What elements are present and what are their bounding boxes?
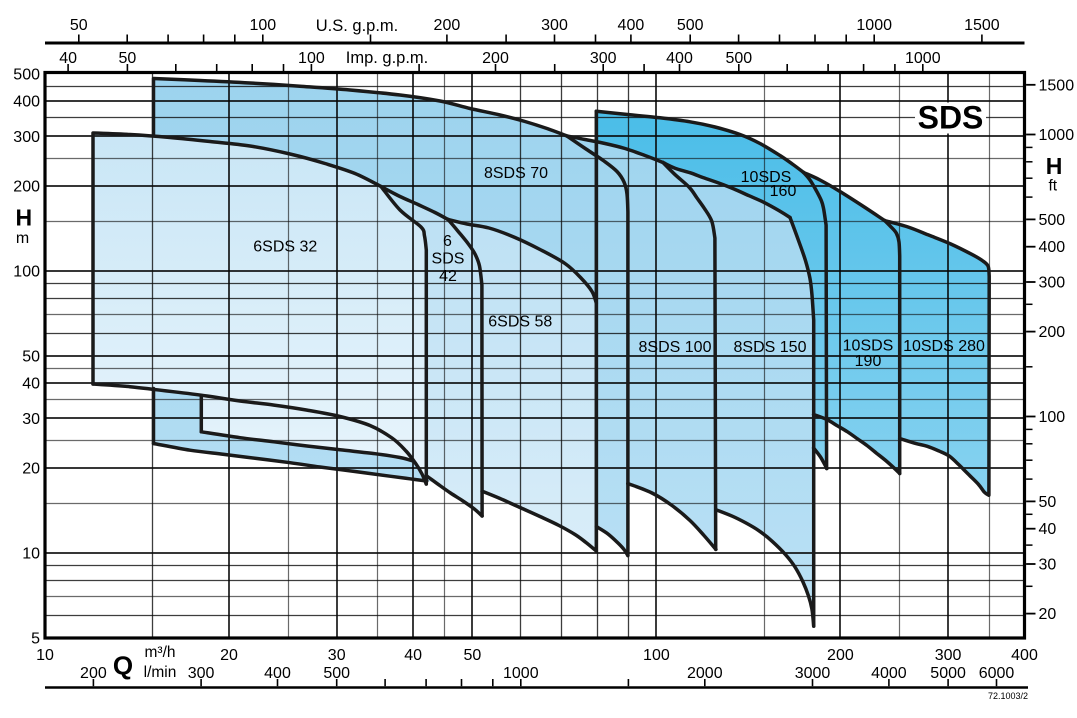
svg-text:8SDS 150: 8SDS 150 xyxy=(734,339,807,356)
svg-text:50: 50 xyxy=(464,647,482,664)
svg-text:400: 400 xyxy=(618,17,645,34)
svg-text:10SDS: 10SDS xyxy=(741,169,792,186)
svg-text:160: 160 xyxy=(770,183,797,200)
svg-text:300: 300 xyxy=(188,665,215,682)
svg-text:200: 200 xyxy=(482,50,509,67)
svg-text:6SDS 32: 6SDS 32 xyxy=(253,239,317,256)
svg-text:42: 42 xyxy=(439,268,457,285)
svg-text:SDS: SDS xyxy=(918,100,984,136)
svg-text:40: 40 xyxy=(404,647,422,664)
svg-text:500: 500 xyxy=(677,17,704,34)
svg-text:500: 500 xyxy=(725,50,752,67)
svg-text:50: 50 xyxy=(22,348,40,365)
svg-text:200: 200 xyxy=(13,179,40,196)
svg-text:10: 10 xyxy=(36,647,54,664)
svg-text:5: 5 xyxy=(31,630,40,647)
svg-text:400: 400 xyxy=(264,665,291,682)
svg-text:1000: 1000 xyxy=(1039,127,1075,144)
svg-text:190: 190 xyxy=(855,353,882,370)
svg-text:Q: Q xyxy=(113,651,133,681)
svg-text:50: 50 xyxy=(70,17,88,34)
svg-text:1000: 1000 xyxy=(856,17,892,34)
svg-text:200: 200 xyxy=(80,665,107,682)
svg-text:l/min: l/min xyxy=(144,664,177,681)
svg-text:20: 20 xyxy=(22,461,40,478)
svg-text:1000: 1000 xyxy=(905,50,941,67)
svg-text:50: 50 xyxy=(119,50,137,67)
svg-text:300: 300 xyxy=(13,129,40,146)
svg-text:ft: ft xyxy=(1048,178,1057,195)
svg-text:40: 40 xyxy=(1039,521,1057,538)
svg-text:1500: 1500 xyxy=(1039,77,1075,94)
svg-text:40: 40 xyxy=(22,376,40,393)
svg-text:300: 300 xyxy=(541,17,568,34)
svg-text:200: 200 xyxy=(434,17,461,34)
svg-text:H: H xyxy=(1046,153,1063,179)
svg-text:300: 300 xyxy=(590,50,617,67)
svg-text:6SDS 58: 6SDS 58 xyxy=(488,314,552,331)
svg-text:100: 100 xyxy=(249,17,276,34)
svg-text:Imp. g.p.m.: Imp. g.p.m. xyxy=(346,49,429,67)
svg-text:30: 30 xyxy=(328,647,346,664)
svg-text:SDS: SDS xyxy=(432,251,465,268)
svg-text:m³/h: m³/h xyxy=(145,644,176,661)
svg-text:4000: 4000 xyxy=(871,665,907,682)
svg-text:50: 50 xyxy=(1039,494,1057,511)
svg-text:H: H xyxy=(15,205,32,231)
svg-text:8SDS 70: 8SDS 70 xyxy=(484,165,548,182)
svg-text:10: 10 xyxy=(22,546,40,563)
svg-text:6: 6 xyxy=(443,233,452,250)
svg-text:200: 200 xyxy=(1039,324,1066,341)
svg-text:400: 400 xyxy=(1011,647,1038,664)
svg-text:6000: 6000 xyxy=(979,665,1015,682)
svg-text:20: 20 xyxy=(220,647,238,664)
svg-text:30: 30 xyxy=(1039,557,1057,574)
svg-text:100: 100 xyxy=(298,50,325,67)
svg-text:10SDS 280: 10SDS 280 xyxy=(903,338,985,355)
svg-text:100: 100 xyxy=(1039,409,1066,426)
svg-text:10SDS: 10SDS xyxy=(843,338,894,355)
svg-text:1000: 1000 xyxy=(503,665,539,682)
svg-text:200: 200 xyxy=(827,647,854,664)
svg-text:30: 30 xyxy=(22,411,40,428)
svg-text:400: 400 xyxy=(1039,239,1066,256)
svg-text:72.1003/2: 72.1003/2 xyxy=(988,691,1028,701)
svg-text:300: 300 xyxy=(1039,275,1066,292)
svg-text:500: 500 xyxy=(1039,212,1066,229)
svg-text:U.S. g.p.m.: U.S. g.p.m. xyxy=(316,17,399,35)
svg-text:400: 400 xyxy=(666,50,693,67)
svg-text:300: 300 xyxy=(935,647,962,664)
svg-text:5000: 5000 xyxy=(930,665,966,682)
svg-text:400: 400 xyxy=(13,94,40,111)
svg-text:8SDS 100: 8SDS 100 xyxy=(639,339,712,356)
svg-text:m: m xyxy=(16,230,29,247)
svg-text:100: 100 xyxy=(13,264,40,281)
svg-text:2000: 2000 xyxy=(687,665,723,682)
svg-text:100: 100 xyxy=(643,647,670,664)
svg-text:1500: 1500 xyxy=(964,17,1000,34)
svg-text:20: 20 xyxy=(1039,606,1057,623)
svg-text:500: 500 xyxy=(323,665,350,682)
svg-text:40: 40 xyxy=(59,50,77,67)
svg-text:500: 500 xyxy=(13,66,40,83)
svg-text:3000: 3000 xyxy=(795,665,831,682)
